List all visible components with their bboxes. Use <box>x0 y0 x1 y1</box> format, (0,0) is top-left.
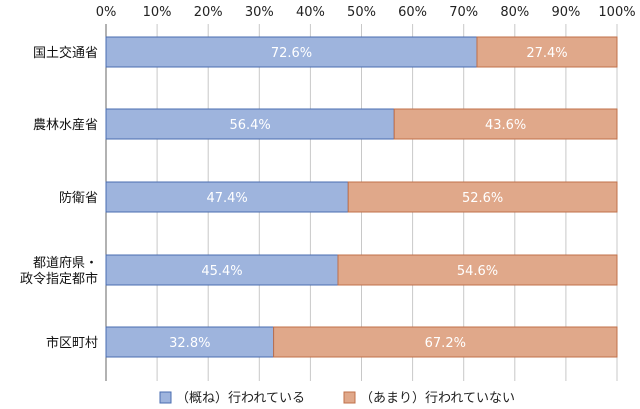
bar-segment-notdone <box>476 36 618 68</box>
bar-segment-done <box>105 326 275 358</box>
bars: 72.6% 27.4% 56.4% 43.6% 47.4% 52.6% 45.4% 54.6%… <box>105 36 618 358</box>
category-label: 市区町村 <box>46 335 98 351</box>
x-tick-label: 80% <box>500 5 529 20</box>
bar-value-label: 67.2% <box>425 336 466 351</box>
x-tick-label: 30% <box>245 5 274 20</box>
bar-value-label: 56.4% <box>229 118 270 133</box>
legend-label: （あまり）行われていない <box>360 391 515 406</box>
bar-value-label: 54.6% <box>457 264 498 279</box>
bar-value-label: 45.4% <box>201 264 242 279</box>
bar-value-label: 27.4% <box>526 46 567 61</box>
legend: （概ね）行われている （あまり）行われていない <box>159 391 515 406</box>
x-tick-label: 20% <box>194 5 223 20</box>
x-tick-label: 100% <box>598 5 635 20</box>
bar-segment-notdone <box>273 326 618 358</box>
legend-label: （概ね）行われている <box>176 391 305 406</box>
bar-value-label: 43.6% <box>485 118 526 133</box>
x-tick-label: 0% <box>96 5 117 20</box>
legend-swatch <box>159 391 172 404</box>
bar-value-label: 52.6% <box>462 191 503 206</box>
x-tick-label: 60% <box>398 5 427 20</box>
bar-segment-done <box>105 181 349 213</box>
x-tick-label: 70% <box>449 5 478 20</box>
bar-value-label: 47.4% <box>206 191 247 206</box>
legend-swatch <box>343 391 356 404</box>
bar-segment-notdone <box>337 254 618 286</box>
bar-segment-done <box>105 108 395 140</box>
bar-value-label: 32.8% <box>169 336 210 351</box>
x-tick-label: 10% <box>143 5 172 20</box>
category-label: 防衛省 <box>59 190 98 206</box>
bar-segment-notdone <box>393 108 618 140</box>
bar-segment-notdone <box>347 181 618 213</box>
bar-value-label: 72.6% <box>271 46 312 61</box>
x-tick-label: 50% <box>347 5 376 20</box>
category-label: 都道府県・政令指定都市 <box>20 256 98 287</box>
x-tick-label: 40% <box>296 5 325 20</box>
x-axis-ticks: 0% 10% 20% 30% 40% 50% 60% 70% 80% 90% 100% <box>96 5 636 20</box>
x-tick-label: 90% <box>551 5 580 20</box>
category-label: 農林水産省 <box>33 117 98 133</box>
bar-segment-done <box>105 36 478 68</box>
category-label: 国土交通省 <box>33 45 98 61</box>
